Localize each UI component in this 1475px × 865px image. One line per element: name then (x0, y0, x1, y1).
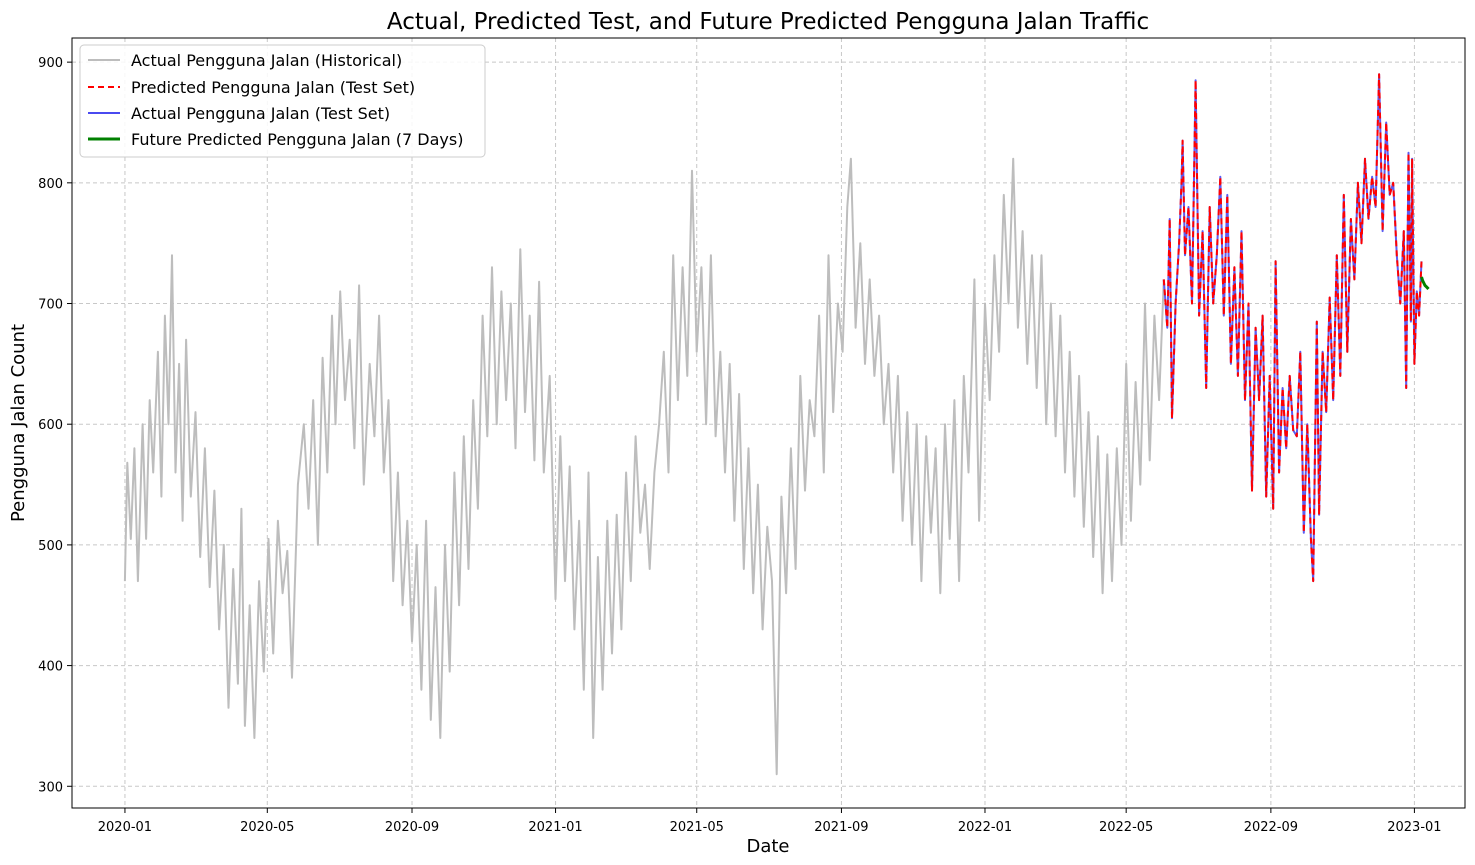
y-tick-label: 400 (38, 660, 63, 675)
y-tick-label: 500 (38, 539, 63, 554)
legend-label-actual-test: Actual Pengguna Jalan (Test Set) (131, 104, 390, 123)
x-tick-label: 2021-05 (670, 820, 724, 835)
x-axis-title: Date (746, 836, 789, 857)
legend-label-historical: Actual Pengguna Jalan (Historical) (131, 51, 402, 70)
y-tick-label: 300 (38, 780, 63, 795)
x-tick-label: 2022-01 (958, 820, 1012, 835)
y-axis-title: Pengguna Jalan Count (8, 324, 29, 522)
x-tick-label: 2020-05 (240, 820, 294, 835)
y-axis: 300 400 500 600 700 800 900 (38, 56, 72, 795)
series-historical-line (123, 157, 1165, 776)
x-tick-label: 2021-01 (528, 820, 582, 835)
series-predicted-test-line (1162, 73, 1423, 583)
y-tick-label: 800 (38, 177, 63, 192)
series-layer (123, 73, 1430, 776)
x-tick-label: 2022-05 (1099, 820, 1153, 835)
legend-box (79, 44, 486, 158)
x-tick-label: 2020-01 (98, 820, 152, 835)
plot-frame (71, 37, 1466, 809)
legend-label-future: Future Predicted Pengguna Jalan (7 Days) (131, 130, 463, 149)
y-tick-label: 600 (38, 418, 63, 433)
x-tick-label: 2022-09 (1244, 820, 1298, 835)
y-tick-label: 900 (38, 56, 63, 71)
series-future-line (1420, 276, 1430, 291)
x-tick-label: 2023-01 (1387, 820, 1441, 835)
chart-title: Actual, Predicted Test, and Future Predi… (387, 9, 1149, 35)
legend: Actual Pengguna Jalan (Historical) Predi… (79, 44, 486, 158)
x-tick-label: 2021-09 (814, 820, 868, 835)
x-axis: 2020-01 2020-05 2020-09 2021-01 2021-05 2021-… (98, 808, 1442, 835)
x-tick-label: 2020-09 (385, 820, 439, 835)
y-tick-label: 700 (38, 298, 63, 313)
legend-label-predicted-test: Predicted Pengguna Jalan (Test Set) (131, 78, 415, 97)
